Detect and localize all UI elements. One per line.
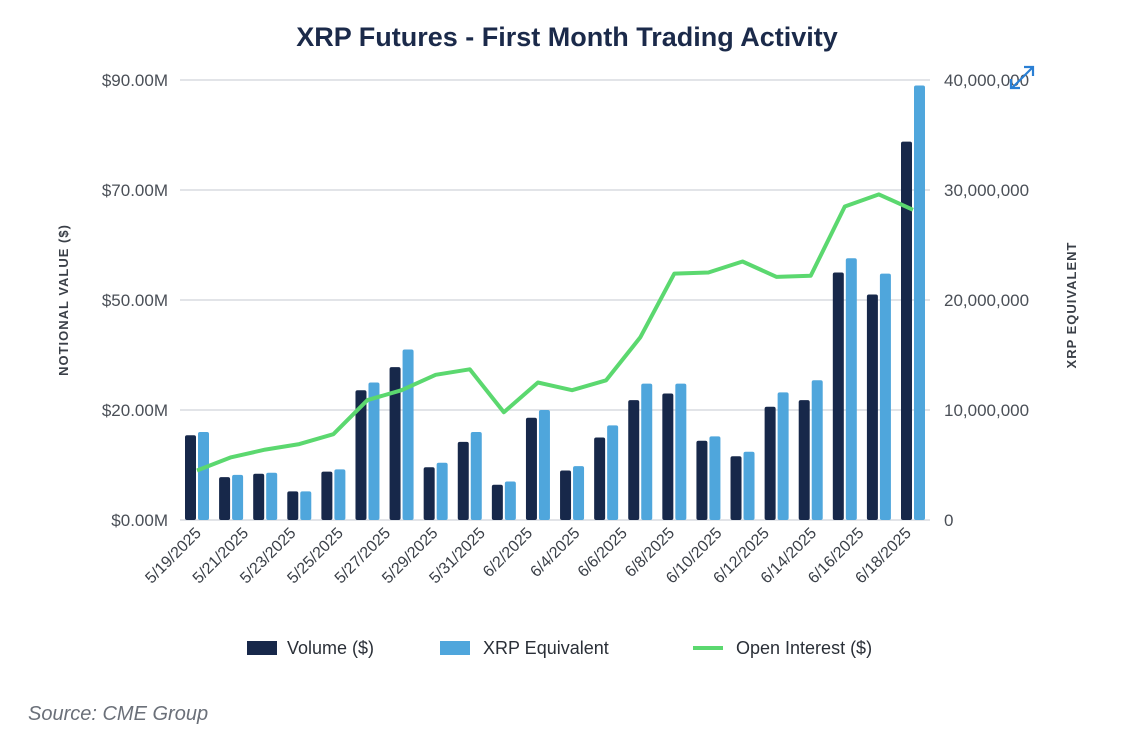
line-open-interest: [196, 192, 914, 473]
y-tick-right: 20,000,000: [944, 291, 1029, 310]
bar-volume: [525, 417, 537, 520]
bar-volume: [764, 406, 776, 520]
bar-volume: [253, 473, 265, 520]
y-tick-right: 30,000,000: [944, 181, 1029, 200]
y-tick-right: 10,000,000: [944, 401, 1029, 420]
bar-volume: [491, 484, 503, 520]
legend-label-xrp: XRP Equivalent: [483, 638, 609, 658]
bar-volume: [457, 441, 469, 520]
bar-xrp-equivalent: [675, 383, 687, 520]
x-tick-label: 6/2/2025: [480, 525, 536, 581]
bar-xrp-equivalent: [300, 491, 312, 520]
bar-xrp-equivalent: [538, 410, 550, 520]
bar-volume: [389, 367, 401, 520]
expand-icon[interactable]: [1009, 65, 1035, 90]
bar-xrp-equivalent: [607, 425, 619, 520]
bar-xrp-equivalent: [402, 349, 414, 520]
legend: Volume ($) XRP Equivalent Open Interest …: [247, 638, 872, 658]
y-tick-right: 0: [944, 511, 953, 530]
y-axis-left-label: NOTIONAL VALUE ($): [56, 224, 71, 376]
bar-xrp-equivalent: [709, 436, 721, 520]
bar-volume: [866, 294, 878, 520]
bar-volume: [798, 400, 810, 520]
y-tick-left: $90.00M: [102, 71, 168, 90]
bar-xrp-equivalent: [232, 474, 244, 520]
legend-label-volume: Volume ($): [287, 638, 374, 658]
legend-label-open-interest: Open Interest ($): [736, 638, 872, 658]
bar-volume: [832, 272, 844, 520]
bar-xrp-equivalent: [845, 258, 857, 520]
y-tick-left: $50.00M: [102, 291, 168, 310]
bar-volume: [355, 390, 367, 520]
bar-volume: [423, 467, 435, 520]
bar-volume: [730, 456, 742, 520]
bar-volume: [662, 393, 674, 520]
y-tick-left: $20.00M: [102, 401, 168, 420]
bar-xrp-equivalent: [777, 392, 789, 520]
bar-xrp-equivalent: [879, 273, 891, 520]
bar-xrp-equivalent: [470, 432, 482, 520]
bar-xrp-equivalent: [743, 451, 755, 520]
bar-xrp-equivalent: [641, 383, 653, 520]
bar-volume: [594, 437, 606, 520]
bar-volume: [560, 470, 572, 520]
bar-xrp-equivalent: [914, 85, 925, 520]
bar-xrp-equivalent: [334, 469, 346, 520]
bar-volume: [219, 477, 231, 520]
legend-swatch-xrp: [440, 641, 470, 655]
chart-title: XRP Futures - First Month Trading Activi…: [296, 22, 838, 52]
bar-xrp-equivalent: [504, 481, 516, 520]
bar-volume: [628, 400, 640, 520]
bar-volume: [901, 141, 912, 520]
y-tick-right: 40,000,000: [944, 71, 1029, 90]
bar-volume: [287, 491, 299, 520]
bar-xrp-equivalent: [368, 382, 380, 520]
x-tick-label: 6/6/2025: [575, 525, 631, 581]
y-axis-right-label: XRP EQUIVALENT: [1064, 242, 1079, 369]
bar-xrp-equivalent: [198, 432, 209, 520]
bar-xrp-equivalent: [436, 462, 448, 520]
chart: XRP Futures - First Month Trading Activi…: [56, 22, 1079, 658]
x-tick-label: 6/4/2025: [527, 525, 583, 581]
bar-xrp-equivalent: [266, 472, 278, 520]
bar-volume: [185, 435, 196, 520]
bar-volume: [696, 440, 708, 520]
bar-xrp-equivalent: [811, 380, 823, 520]
y-tick-left: $0.00M: [111, 511, 168, 530]
bar-volume: [321, 471, 333, 520]
legend-swatch-volume: [247, 641, 277, 655]
y-tick-left: $70.00M: [102, 181, 168, 200]
bar-xrp-equivalent: [573, 466, 585, 520]
source-note: Source: CME Group: [28, 703, 209, 725]
